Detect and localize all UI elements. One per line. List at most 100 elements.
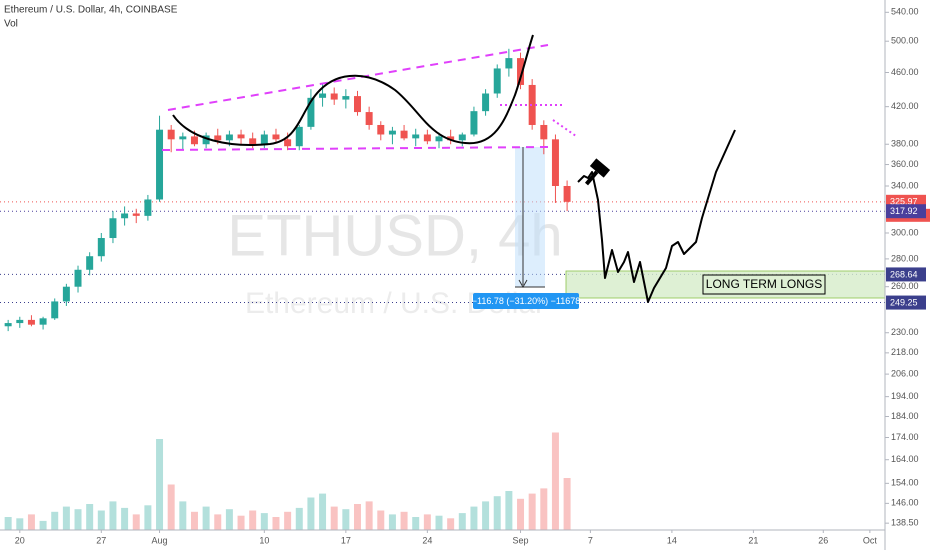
volume-bar — [51, 511, 59, 530]
x-tick-label: Sep — [513, 535, 529, 545]
axes: 540.00 500.00 460.00 420.00 380.00 360.00 340.… — [15, 7, 919, 546]
volume-bar — [132, 514, 140, 530]
volume-bar — [412, 517, 420, 530]
y-tick-label: 280.00 — [891, 253, 919, 263]
price-label: 249.25 — [890, 297, 918, 307]
candle-body — [493, 68, 501, 94]
price-label: 268.64 — [890, 269, 918, 279]
x-tick-label: 14 — [667, 535, 677, 545]
price-label-box — [886, 295, 926, 310]
x-tick-label: 24 — [422, 535, 432, 545]
candle-body — [167, 129, 175, 140]
price-label: 325.97 — [890, 197, 918, 207]
volume-bar — [4, 517, 12, 530]
zone: LONG TERM LONGS — [565, 270, 886, 299]
volume-bar — [202, 506, 210, 530]
volume-bar — [330, 506, 338, 530]
volume-bar — [214, 514, 222, 530]
drawings — [161, 34, 736, 303]
candle-body — [27, 319, 35, 325]
candle-body — [517, 58, 525, 85]
candle-body — [16, 319, 24, 324]
candle-body — [482, 93, 490, 112]
candle-body — [551, 139, 559, 186]
candle-body — [109, 218, 117, 239]
volume-bar — [319, 493, 327, 530]
volume-bar — [284, 511, 292, 530]
volume-bar — [354, 504, 361, 530]
volume-bar — [237, 515, 245, 530]
y-tick-label: 206.00 — [891, 368, 919, 378]
volume-bar — [109, 501, 117, 530]
volume-bar — [493, 496, 501, 530]
y-tick-label: 164.00 — [891, 454, 919, 464]
measure-badge: −116.78 (−31.20%) −11678 — [472, 293, 580, 309]
x-tick-label: 7 — [588, 535, 593, 545]
gavel-handle — [584, 170, 599, 186]
volume-bar — [167, 484, 175, 530]
y-tick-label: 380.00 — [891, 139, 919, 149]
x-tick-label: 17 — [341, 535, 351, 545]
zone-label-box — [702, 274, 826, 295]
candle-body — [365, 112, 373, 125]
y-tick-label: 174.00 — [891, 432, 919, 442]
volume-bar — [365, 501, 373, 530]
gavel-icon — [584, 158, 611, 186]
candle-body — [505, 58, 513, 69]
time-axis-bg — [0, 530, 885, 550]
y-tick-label: 500.00 — [891, 36, 919, 46]
volume-bar — [435, 515, 443, 530]
candle-body — [447, 136, 455, 141]
candle-body — [260, 134, 268, 146]
gavel-head — [589, 158, 611, 178]
candle-body — [249, 138, 257, 146]
candle-body — [190, 136, 198, 145]
candle-body — [307, 97, 315, 127]
y-tick-label: 194.00 — [891, 391, 919, 401]
volume-bars — [4, 432, 571, 530]
forecast-path — [577, 129, 736, 303]
volume-bar — [342, 509, 350, 530]
candle-body — [354, 96, 361, 113]
candle-body — [435, 136, 443, 142]
candle-body — [214, 135, 222, 141]
candle-body — [144, 199, 152, 216]
volume-bar — [470, 506, 478, 530]
volume-bar — [86, 504, 94, 530]
volume-bar — [74, 509, 82, 530]
candle-body — [400, 130, 408, 139]
volume-bar — [62, 506, 70, 530]
candle-body — [62, 286, 70, 302]
y-tick-label: 138.50 — [891, 518, 919, 528]
y-tick-label: 300.00 — [891, 227, 919, 237]
candle-body — [97, 238, 105, 257]
volume-bar — [447, 518, 455, 530]
volume-bar — [528, 493, 536, 530]
candle-body — [121, 213, 129, 219]
volume-bar — [458, 513, 466, 530]
candle-body — [423, 134, 431, 142]
y-tick-label: 230.00 — [891, 327, 919, 337]
candle-body — [132, 213, 140, 216]
volume-bar — [39, 520, 47, 530]
candle-body — [202, 135, 210, 145]
y-tick-label: 460.00 — [891, 67, 919, 77]
y-tick-label: 184.00 — [891, 411, 919, 421]
chart-title: Ethereum / U.S. Dollar, 4h, COINBASE — [4, 5, 178, 16]
volume-bar — [377, 510, 385, 530]
volume-bar — [272, 517, 280, 530]
candle-body — [540, 124, 548, 140]
volume-bar — [260, 513, 268, 530]
x-tick-label: 27 — [96, 535, 106, 545]
y-tick-label: 340.00 — [891, 180, 919, 190]
candle-body — [39, 318, 47, 325]
volume-bar — [16, 518, 24, 530]
volume-title: Vol — [4, 19, 18, 30]
volume-bar — [97, 510, 105, 530]
y-tick-label: 360.00 — [891, 159, 919, 169]
candle-body — [342, 96, 350, 100]
measure-range — [515, 147, 545, 287]
volume-bar — [179, 501, 187, 530]
volume-bar — [225, 509, 233, 530]
